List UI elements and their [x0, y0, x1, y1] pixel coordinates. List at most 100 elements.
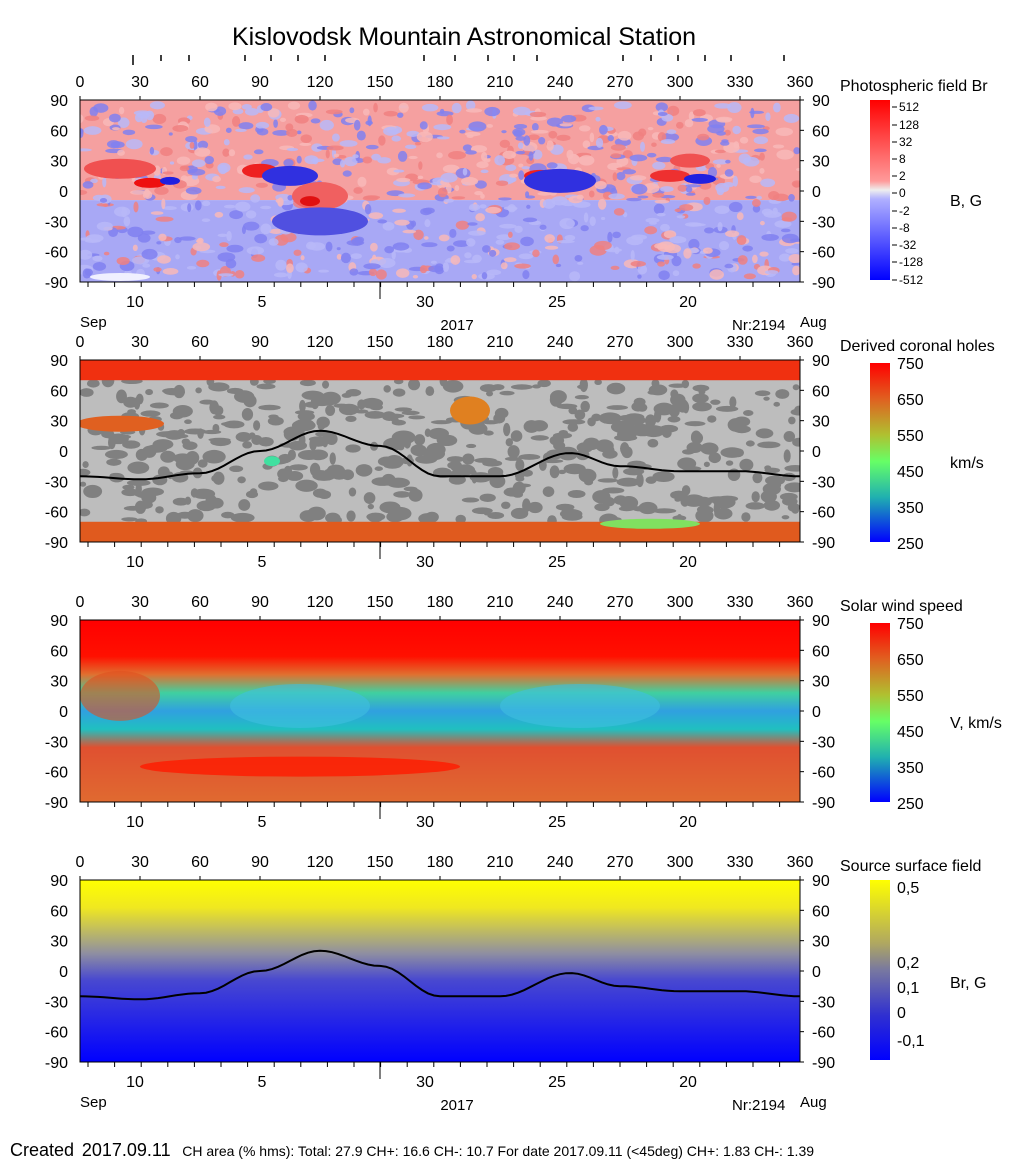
x-tick-label: 30: [131, 594, 149, 611]
colorbar-unit-label: Br, G: [950, 975, 986, 992]
colorbar: [870, 363, 890, 542]
y-tick-label-left: -90: [45, 275, 68, 292]
date-tick-label: 10: [126, 1074, 144, 1091]
y-tick-label-left: 0: [59, 704, 68, 721]
y-tick-label-right: 30: [812, 154, 830, 171]
colorbar-tick-label: 8: [899, 152, 906, 166]
y-tick-label-left: -60: [45, 505, 68, 522]
y-tick-label-right: -30: [812, 474, 835, 491]
y-tick-label-left: -30: [45, 734, 68, 751]
active-region: [300, 196, 320, 207]
x-tick-label: 330: [727, 74, 754, 91]
year-label: 2017: [440, 1097, 473, 1114]
y-tick-label-right: 60: [812, 903, 830, 920]
y-tick-label-left: -30: [45, 474, 68, 491]
date-tick-label: 25: [548, 294, 566, 311]
active-region: [670, 153, 710, 168]
y-tick-label-right: -90: [812, 275, 835, 292]
active-region: [262, 165, 318, 186]
y-tick-label-left: -60: [45, 765, 68, 782]
date-tick-label: 5: [258, 1074, 267, 1091]
date-tick-label: 30: [416, 294, 434, 311]
y-tick-label-right: -90: [812, 1055, 835, 1072]
colorbar-tick-label: 250: [897, 796, 924, 813]
y-tick-label-right: 90: [812, 873, 830, 890]
y-tick-label-left: 90: [50, 93, 68, 110]
month-left-label: Sep: [80, 1094, 107, 1111]
x-tick-label: 30: [131, 334, 149, 351]
x-tick-label: 150: [367, 594, 394, 611]
y-tick-label-left: 0: [59, 964, 68, 981]
x-tick-label: 180: [427, 594, 454, 611]
date-tick-label: 5: [258, 294, 267, 311]
colorbar-tick-label: 0,2: [897, 955, 919, 972]
month-left-label: Sep: [80, 314, 107, 331]
active-region: [292, 182, 348, 211]
y-tick-label-right: 0: [812, 444, 821, 461]
colorbar-tick-label: 0,1: [897, 980, 919, 997]
y-tick-label-right: -60: [812, 765, 835, 782]
y-tick-label-right: -30: [812, 734, 835, 751]
colorbar-tick-label: 650: [897, 392, 924, 409]
x-tick-label: 240: [547, 594, 574, 611]
y-tick-label-left: -30: [45, 214, 68, 231]
y-tick-label-left: 60: [50, 123, 68, 140]
colorbar-tick-label: 2: [899, 169, 906, 183]
y-tick-label-left: 90: [50, 873, 68, 890]
colorbar-tick-label: -512: [899, 273, 923, 287]
colorbar-title: Solar wind speed: [840, 598, 963, 615]
x-tick-label: 60: [191, 854, 209, 871]
colorbar-title: Source surface field: [840, 858, 981, 875]
x-tick-label: 330: [727, 334, 754, 351]
x-tick-label: 270: [607, 334, 634, 351]
footer: Created 2017.09.11 CH area (% hms): Tota…: [10, 1140, 814, 1161]
x-tick-label: 300: [667, 74, 694, 91]
carrington-ticks: [132, 55, 785, 65]
x-tick-label: 150: [367, 334, 394, 351]
y-tick-label-right: -30: [812, 214, 835, 231]
x-tick-label: 360: [787, 854, 814, 871]
colorbar-tick-label: -8: [899, 221, 910, 235]
colorbar: [870, 100, 890, 280]
x-tick-label: 90: [251, 594, 269, 611]
created-label: Created: [10, 1140, 75, 1160]
y-tick-label-left: 60: [50, 383, 68, 400]
x-tick-label: 210: [487, 334, 514, 351]
x-tick-label: 330: [727, 594, 754, 611]
date-tick-label: 10: [126, 814, 144, 831]
colorbar-unit-label: B, G: [950, 193, 982, 210]
date-tick-label: 30: [416, 1074, 434, 1091]
date-tick-label: 10: [126, 554, 144, 571]
y-tick-label-left: -60: [45, 245, 68, 262]
y-tick-label-left: 30: [50, 674, 68, 691]
x-tick-label: 360: [787, 74, 814, 91]
x-tick-label: 240: [547, 74, 574, 91]
y-tick-label-right: 60: [812, 643, 830, 660]
x-tick-label: 330: [727, 854, 754, 871]
colorbar-tick-label: 0,5: [897, 880, 919, 897]
date-tick-label: 25: [548, 814, 566, 831]
date-tick-label: 20: [679, 554, 697, 571]
x-tick-label: 360: [787, 334, 814, 351]
y-tick-label-right: 90: [812, 613, 830, 630]
x-tick-label: 150: [367, 854, 394, 871]
y-tick-label-right: -60: [812, 1025, 835, 1042]
colorbar-tick-label: 350: [897, 760, 924, 777]
y-tick-label-right: -60: [812, 245, 835, 262]
y-tick-label-left: -60: [45, 1025, 68, 1042]
x-tick-label: 120: [307, 854, 334, 871]
y-tick-label-left: 30: [50, 934, 68, 951]
y-tick-label-left: 30: [50, 154, 68, 171]
active-region: [272, 207, 368, 236]
north-coronal-hole: [80, 360, 800, 381]
colorbar-tick-label: -32: [899, 238, 917, 252]
active-region: [134, 177, 166, 188]
colorbar-tick-label: 750: [897, 616, 924, 633]
map-4: [80, 880, 800, 1062]
colorbar-tick-label: 0: [899, 186, 906, 200]
y-tick-label-left: 30: [50, 414, 68, 431]
